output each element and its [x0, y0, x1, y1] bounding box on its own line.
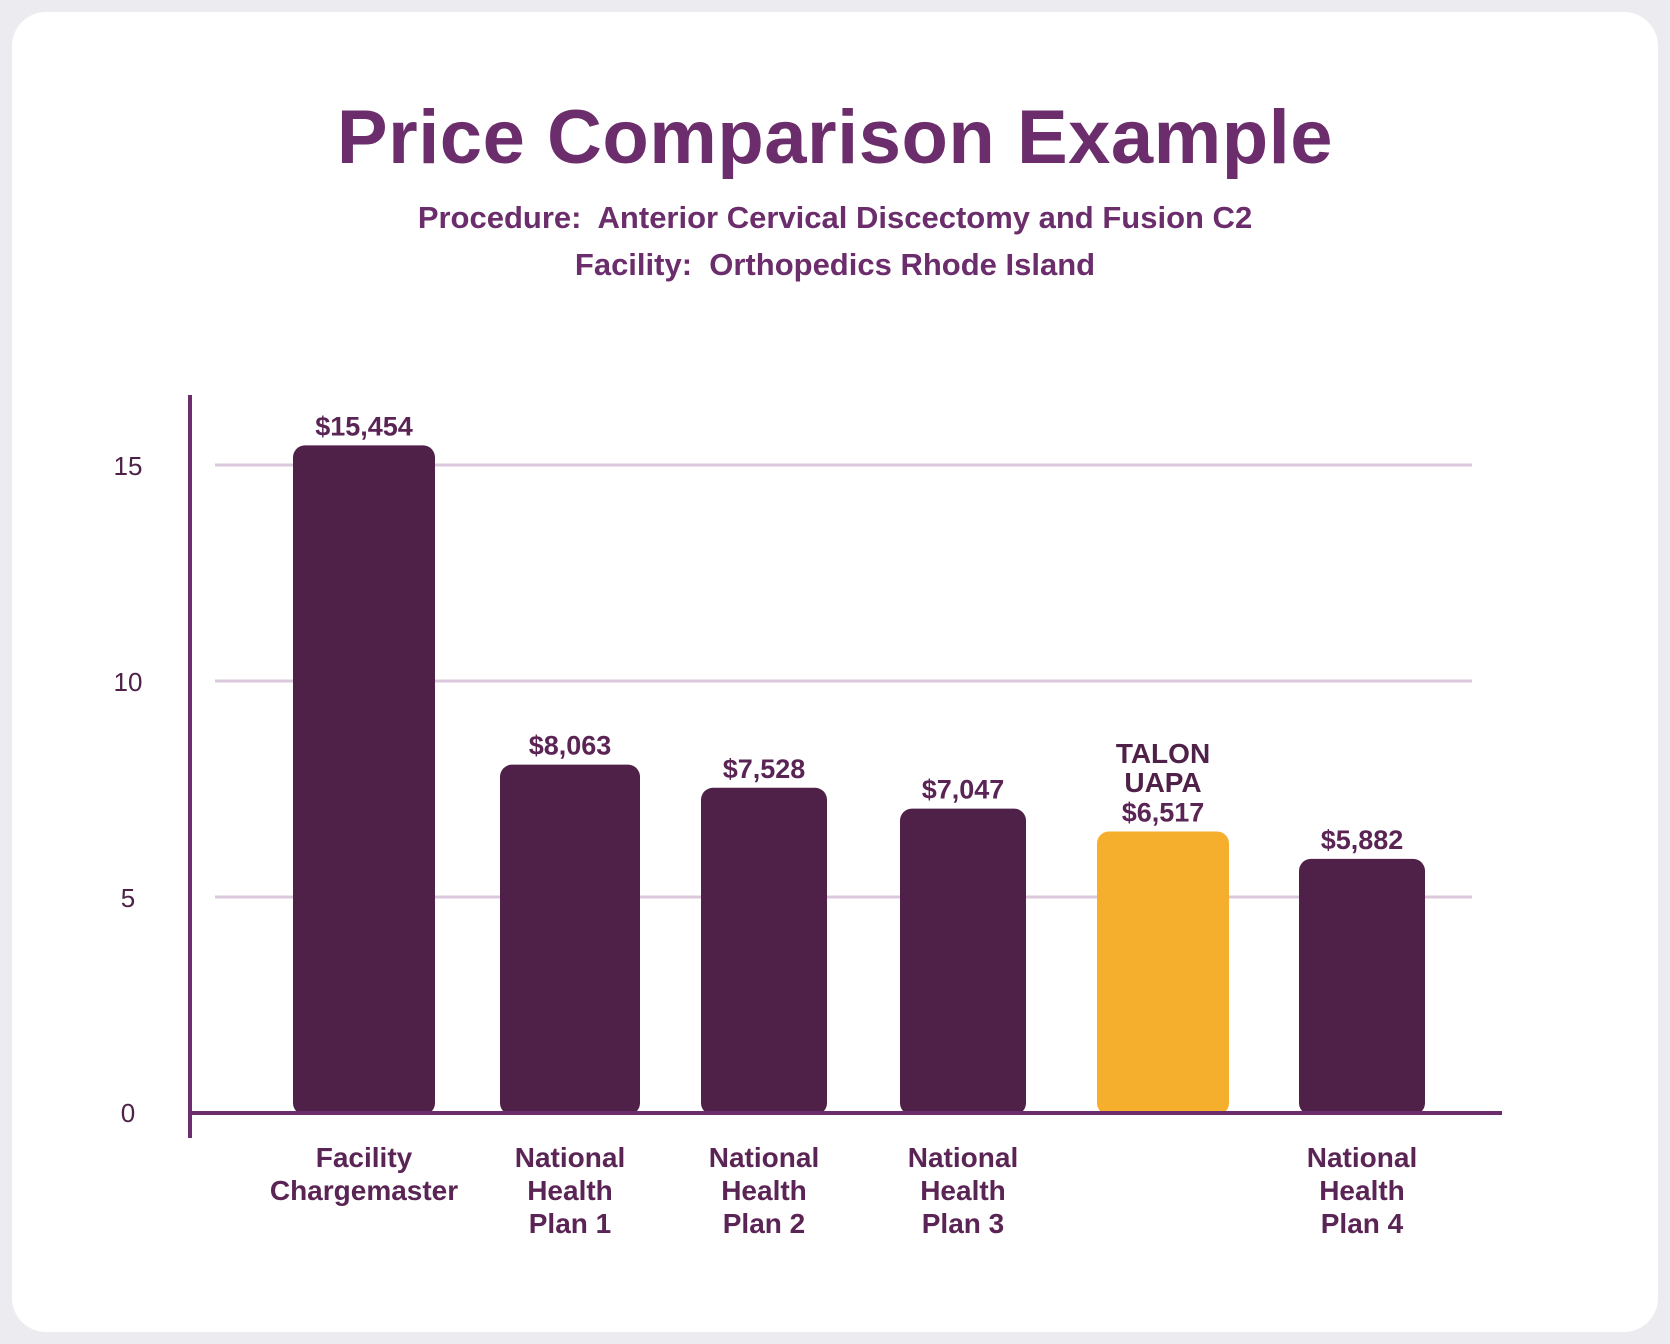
y-tick-label-15: 15 — [114, 451, 143, 481]
category-label-5-2: Plan 4 — [1321, 1208, 1404, 1239]
chart-title: Price Comparison Example — [336, 95, 1334, 180]
category-label-3-0: National — [908, 1142, 1018, 1173]
category-label-5-0: National — [1307, 1142, 1417, 1173]
category-label-3-1: Health — [920, 1175, 1006, 1206]
bar-1 — [500, 764, 640, 1115]
highlight-annotation-1: UAPA — [1124, 767, 1201, 798]
chart-subtitle-procedure: Procedure: Anterior Cervical Discectomy … — [417, 200, 1253, 235]
category-label-3-2: Plan 3 — [922, 1208, 1004, 1239]
y-tick-label-0: 0 — [121, 1098, 135, 1128]
category-label-2-1: Health — [721, 1175, 807, 1206]
category-label-1-2: Plan 1 — [529, 1208, 611, 1239]
category-label-0-1: Chargemaster — [270, 1175, 458, 1206]
value-label-4: $6,517 — [1122, 797, 1205, 827]
value-label-5: $5,882 — [1321, 825, 1404, 855]
highlight-annotation-0: TALON — [1116, 738, 1210, 769]
value-label-0: $15,454 — [315, 411, 413, 441]
bar-4 — [1097, 831, 1229, 1115]
category-label-1-1: Health — [527, 1175, 613, 1206]
bar-5 — [1299, 858, 1425, 1115]
category-label-1-0: National — [515, 1142, 625, 1173]
category-label-5-1: Health — [1319, 1175, 1405, 1206]
value-label-3: $7,047 — [922, 775, 1005, 805]
chart-subtitle-facility: Facility: Orthopedics Rhode Island — [574, 247, 1096, 282]
value-label-2: $7,528 — [723, 754, 806, 784]
bar-2 — [701, 787, 827, 1115]
y-tick-label-10: 10 — [114, 667, 143, 697]
category-label-2-0: National — [709, 1142, 819, 1173]
value-label-1: $8,063 — [529, 731, 612, 761]
bar-3 — [900, 808, 1026, 1115]
category-label-0-0: Facility — [316, 1142, 413, 1173]
y-tick-label-5: 5 — [121, 883, 135, 913]
bar-0 — [293, 445, 435, 1115]
category-label-2-2: Plan 2 — [723, 1208, 805, 1239]
